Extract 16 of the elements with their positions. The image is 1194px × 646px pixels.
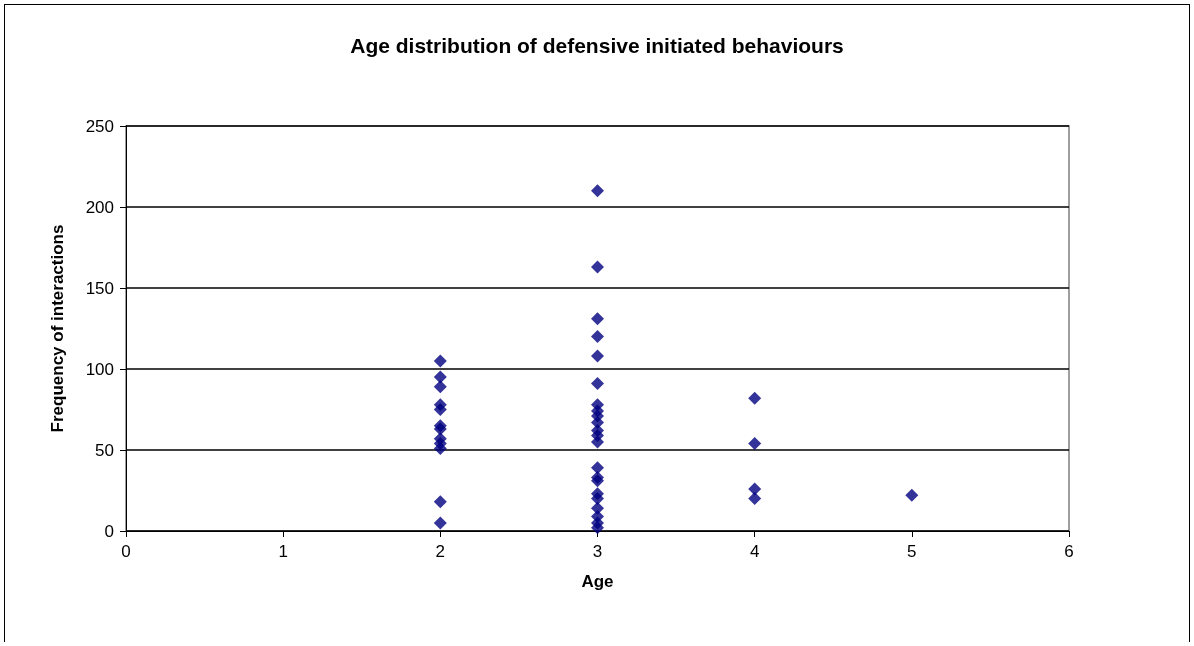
y-tick-label: 50 <box>95 440 114 460</box>
y-tick-label: 100 <box>85 359 114 379</box>
x-tick-label: 1 <box>278 542 288 561</box>
y-tick-label: 250 <box>85 116 114 136</box>
x-tick-label: 2 <box>435 542 446 561</box>
y-tick-label: 150 <box>85 278 114 298</box>
x-axis-title: Age <box>581 572 614 591</box>
y-tick-label: 200 <box>85 197 114 217</box>
y-tick-label: 0 <box>104 521 114 541</box>
x-tick-label: 5 <box>907 542 917 561</box>
x-tick-label: 3 <box>592 542 603 561</box>
y-axis-title: Frequency of interactions <box>48 224 67 433</box>
chart-title: Age distribution of defensive initiated behaviours <box>350 34 844 57</box>
x-tick-label: 6 <box>1064 542 1074 561</box>
x-tick-label: 4 <box>749 542 760 561</box>
x-tick-label: 0 <box>121 542 131 561</box>
